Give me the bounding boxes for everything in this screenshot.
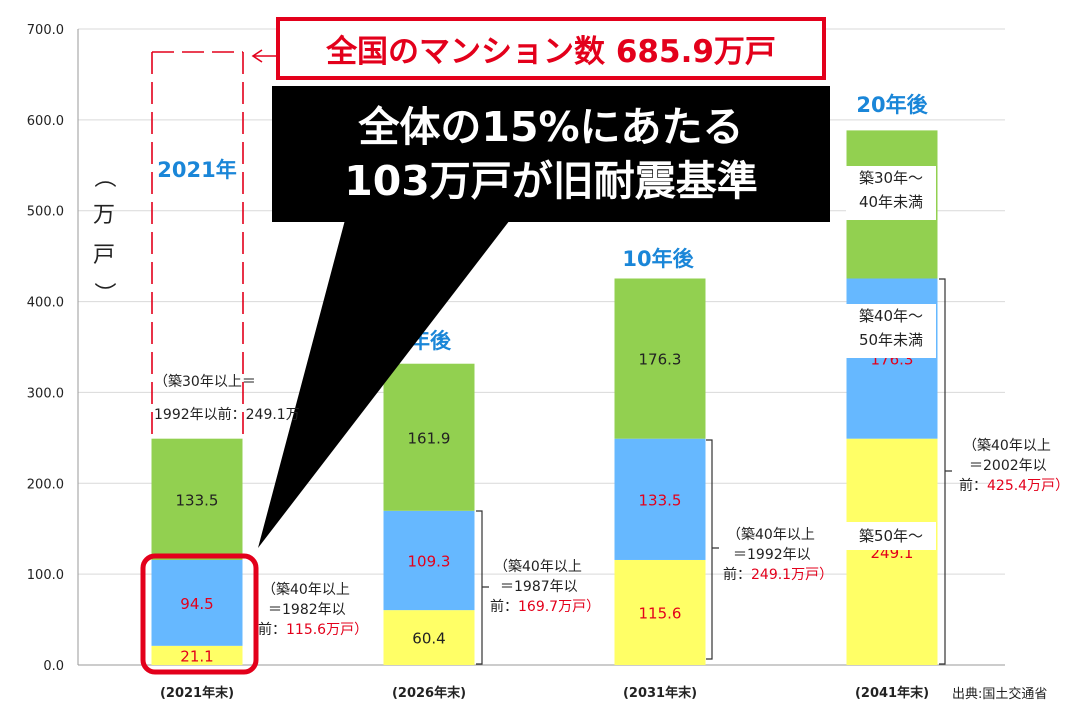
y-tick-label: 100.0 bbox=[27, 568, 64, 583]
bar-segment bbox=[151, 645, 243, 665]
y-axis-title: （ 万戸 ） bbox=[91, 166, 116, 304]
value-label: 94.5 bbox=[180, 595, 213, 613]
bar-segment bbox=[846, 438, 938, 665]
bracket-2026 bbox=[476, 510, 489, 665]
callout-line-1: 全体の15%にあたる bbox=[358, 103, 744, 151]
y-tick-label: 600.0 bbox=[27, 114, 64, 129]
value-label: 133.5 bbox=[639, 491, 682, 509]
bracket-2041 bbox=[939, 278, 952, 665]
bar-segment bbox=[151, 438, 243, 560]
value-label: 109.3 bbox=[408, 552, 451, 570]
bracket-lines bbox=[476, 278, 952, 665]
bar-title: 10年後 bbox=[622, 247, 694, 271]
x-tick-label: (2021年末) bbox=[160, 685, 234, 701]
x-tick-label: (2031年末) bbox=[623, 685, 697, 701]
bar-segment bbox=[614, 559, 706, 665]
value-label: 176.3 bbox=[639, 351, 682, 369]
arrow-icon bbox=[251, 49, 276, 63]
y-axis-title-char: 万 bbox=[93, 203, 115, 228]
x-tick-label: (2026年末) bbox=[392, 685, 466, 701]
bracket-2031 bbox=[706, 439, 719, 660]
value-label: 161.9 bbox=[408, 429, 451, 447]
value-label: 176.3 bbox=[871, 351, 914, 369]
y-axis-title-char: （ bbox=[91, 166, 116, 188]
bar-segment bbox=[383, 510, 475, 611]
y-tick-label: 400.0 bbox=[27, 296, 64, 311]
y-tick-label: 200.0 bbox=[27, 477, 64, 492]
callout-line-2: 103万戸が旧耐震基準 bbox=[344, 157, 758, 205]
bar-segment bbox=[614, 438, 706, 560]
y-tick-label: 500.0 bbox=[27, 205, 64, 220]
x-tick-label: (2041年末) bbox=[855, 685, 929, 701]
bar-segment bbox=[614, 278, 706, 439]
value-label: 60.4 bbox=[412, 630, 445, 648]
value-label: 21.1 bbox=[180, 647, 213, 665]
bar-segment bbox=[383, 610, 475, 665]
value-label: 133.5 bbox=[176, 491, 219, 509]
old-standard-highlight bbox=[140, 553, 259, 675]
bar-segment bbox=[151, 559, 243, 646]
y-axis-title-char: ） bbox=[91, 282, 116, 304]
y-tick-label: 700.0 bbox=[27, 23, 64, 38]
value-label: 249.1 bbox=[871, 544, 914, 562]
y-tick-label: 0.0 bbox=[43, 659, 64, 674]
bar-title: 2021年 bbox=[157, 158, 236, 182]
y-tick-label: 300.0 bbox=[27, 386, 64, 401]
callout-box: 全体の15%にあたる 103万戸が旧耐震基準 bbox=[272, 86, 830, 222]
bar-title: 20年後 bbox=[856, 93, 928, 117]
headline-text: 全国のマンション数 685.9万戸 bbox=[326, 34, 776, 70]
callout-tail bbox=[258, 220, 510, 548]
y-axis-title-char: 戸 bbox=[93, 243, 115, 268]
value-label: 163.0 bbox=[871, 196, 914, 214]
total-outline-2021 bbox=[151, 51, 244, 436]
headline-box: 全国のマンション数 685.9万戸 bbox=[276, 17, 826, 80]
bar-segment bbox=[383, 363, 475, 511]
value-label: 115.6 bbox=[639, 604, 682, 622]
